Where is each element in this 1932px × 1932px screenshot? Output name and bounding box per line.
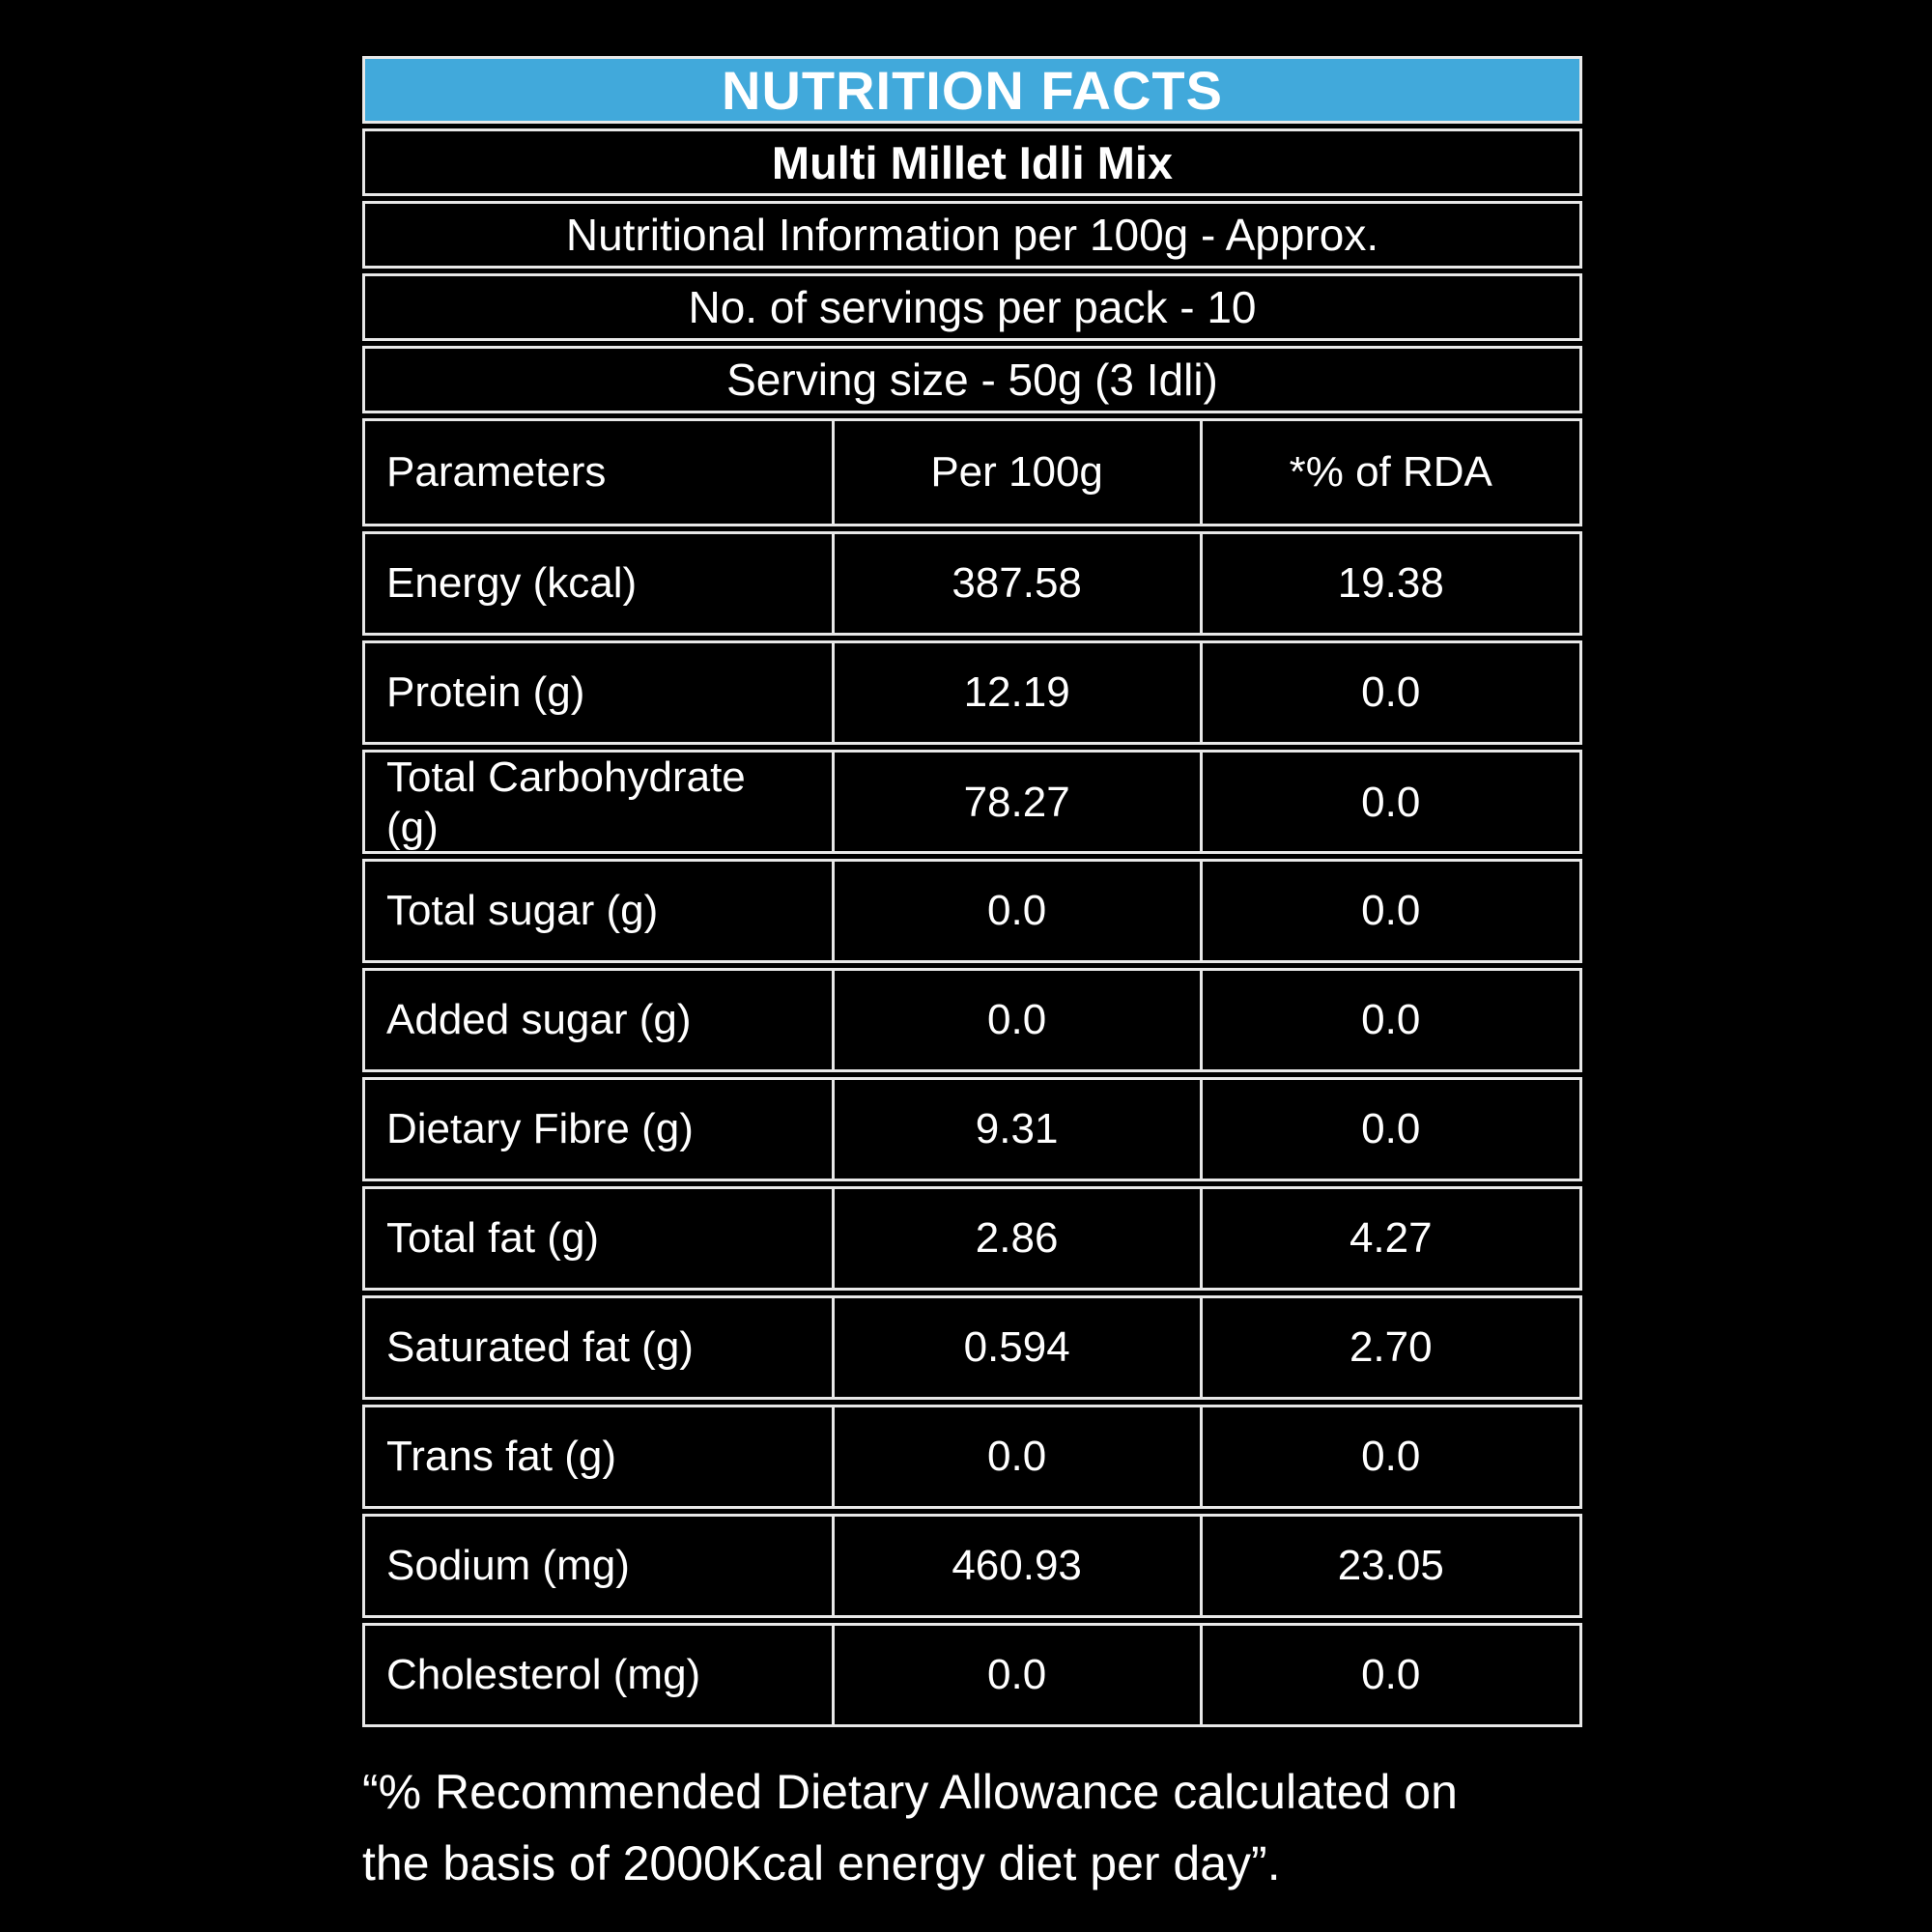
parameter-cell: Dietary Fibre (g) — [386, 1105, 694, 1153]
per-100g-cell: 12.19 — [831, 643, 1200, 742]
table-row: Total fat (g) 2.86 4.27 — [362, 1186, 1582, 1291]
parameter-cell: Energy (kcal) — [386, 559, 638, 608]
page-title: NUTRITION FACTS — [722, 59, 1223, 121]
per-100g-cell: 0.0 — [831, 1407, 1200, 1506]
product-name-row: Multi Millet Idli Mix — [362, 128, 1582, 196]
column-header-parameters: Parameters — [386, 448, 607, 497]
parameter-cell: Protein (g) — [386, 668, 585, 717]
rda-percent-cell: 0.0 — [1199, 1407, 1579, 1506]
footnote: “% Recommended Dietary Allowance calcula… — [362, 1756, 1695, 1899]
rda-percent-cell: 23.05 — [1199, 1517, 1579, 1615]
per-100g-cell: 78.27 — [831, 753, 1200, 853]
table-row: Protein (g) 12.19 0.0 — [362, 640, 1582, 745]
per-100g-cell: 0.594 — [831, 1298, 1200, 1397]
per-100g-cell: 2.86 — [831, 1189, 1200, 1288]
info-row-servings-per-pack: No. of servings per pack - 10 — [362, 273, 1582, 341]
table-row: Added sugar (g) 0.0 0.0 — [362, 968, 1582, 1072]
table-header-row: Parameters Per 100g *% of RDA — [362, 418, 1582, 526]
per-100g-cell: 9.31 — [831, 1080, 1200, 1179]
per-100g-cell: 0.0 — [831, 971, 1200, 1069]
rda-percent-cell: 0.0 — [1199, 862, 1579, 960]
rda-percent-cell: 0.0 — [1199, 1626, 1579, 1724]
info-row-nutritional-information: Nutritional Information per 100g - Appro… — [362, 201, 1582, 269]
parameter-cell: Saturated fat (g) — [386, 1323, 694, 1372]
rda-percent-cell: 0.0 — [1199, 1080, 1579, 1179]
product-name: Multi Millet Idli Mix — [771, 136, 1174, 188]
per-100g-cell: 0.0 — [831, 862, 1200, 960]
parameter-cell: Total fat (g) — [386, 1214, 600, 1263]
rda-percent-cell: 4.27 — [1199, 1189, 1579, 1288]
column-header-rda: *% of RDA — [1199, 421, 1579, 524]
column-header-per-100g: Per 100g — [831, 421, 1200, 524]
table-row: Dietary Fibre (g) 9.31 0.0 — [362, 1077, 1582, 1181]
per-100g-cell: 387.58 — [831, 534, 1200, 633]
table-row: Trans fat (g) 0.0 0.0 — [362, 1405, 1582, 1509]
rda-percent-cell: 0.0 — [1199, 971, 1579, 1069]
table-row: Cholesterol (mg) 0.0 0.0 — [362, 1623, 1582, 1727]
info-row-serving-size: Serving size - 50g (3 Idli) — [362, 346, 1582, 413]
parameter-cell: Added sugar (g) — [386, 996, 692, 1044]
nutritional-information-text: Nutritional Information per 100g - Appro… — [565, 210, 1379, 260]
serving-size-text: Serving size - 50g (3 Idli) — [726, 355, 1218, 405]
parameter-cell: Trans fat (g) — [386, 1433, 616, 1481]
table-row: Total sugar (g) 0.0 0.0 — [362, 859, 1582, 963]
parameter-cell: Total sugar (g) — [386, 887, 659, 935]
servings-per-pack-text: No. of servings per pack - 10 — [688, 282, 1257, 332]
parameter-cell: Total Carbohydrate (g) — [386, 753, 746, 851]
table-row: Energy (kcal) 387.58 19.38 — [362, 531, 1582, 636]
title-bar: NUTRITION FACTS — [362, 56, 1582, 124]
nutrition-label: NUTRITION FACTS Multi Millet Idli Mix Nu… — [362, 56, 1582, 1727]
rda-percent-cell: 0.0 — [1199, 753, 1579, 853]
rda-percent-cell: 0.0 — [1199, 643, 1579, 742]
table-row: Saturated fat (g) 0.594 2.70 — [362, 1295, 1582, 1400]
footnote-line-1: “% Recommended Dietary Allowance calcula… — [362, 1765, 1458, 1819]
per-100g-cell: 0.0 — [831, 1626, 1200, 1724]
rda-percent-cell: 19.38 — [1199, 534, 1579, 633]
footnote-line-2: the basis of 2000Kcal energy diet per da… — [362, 1836, 1281, 1890]
parameter-cell: Cholesterol (mg) — [386, 1651, 701, 1699]
table-row: Sodium (mg) 460.93 23.05 — [362, 1514, 1582, 1618]
parameter-cell: Sodium (mg) — [386, 1542, 630, 1590]
table-row: Total Carbohydrate (g) 78.27 0.0 — [362, 750, 1582, 854]
rda-percent-cell: 2.70 — [1199, 1298, 1579, 1397]
per-100g-cell: 460.93 — [831, 1517, 1200, 1615]
